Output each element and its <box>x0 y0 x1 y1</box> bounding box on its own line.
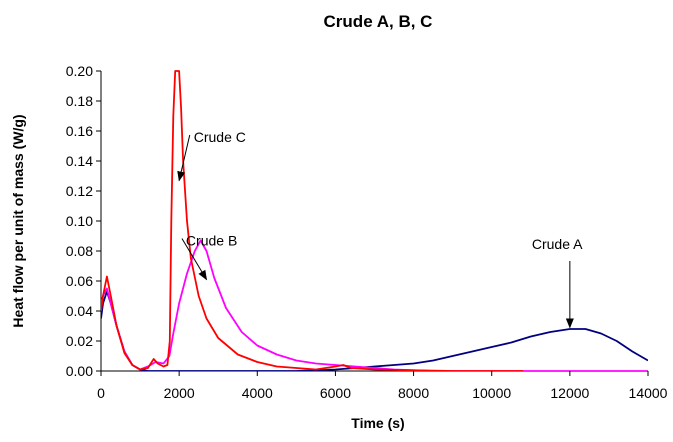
annotation-arrow-crude-c <box>177 134 191 182</box>
y-axis-label: Heat flow per unit of mass (W/g) <box>10 114 26 327</box>
plot-area: 0.00 0.02 0.04 0.06 0.08 0.10 0.12 0.14 0.16 0.18… <box>66 63 668 401</box>
y-tick-label: 0.06 <box>66 273 93 289</box>
x-tick-label: 0 <box>97 385 105 401</box>
series-line-crude-b <box>101 239 648 371</box>
y-tick-label: 0.20 <box>66 63 93 79</box>
x-axis-label: Time (s) <box>351 415 404 431</box>
series-line-crude-a <box>101 290 648 371</box>
x-tick-label: 8000 <box>398 385 429 401</box>
series-line-crude-c <box>101 70 523 371</box>
y-tick-label: 0.00 <box>66 363 93 379</box>
x-tick-label: 12000 <box>550 385 589 401</box>
y-tick-label: 0.14 <box>66 153 93 169</box>
y-tick-label: 0.16 <box>66 123 93 139</box>
annotation-crude-c: Crude C <box>194 129 246 145</box>
annotation-crude-b: Crude B <box>186 233 237 249</box>
x-tick-label: 2000 <box>164 385 195 401</box>
chart-title: Crude A, B, C <box>324 12 433 31</box>
annotation-arrow-crude-b <box>181 238 208 281</box>
y-tick-label: 0.18 <box>66 93 93 109</box>
x-tick-label: 10000 <box>472 385 511 401</box>
y-tick-label: 0.10 <box>66 213 93 229</box>
annotation-crude-a: Crude A <box>532 236 583 252</box>
y-tick-label: 0.12 <box>66 183 93 199</box>
x-tick-label: 14000 <box>629 385 668 401</box>
y-tick-label: 0.04 <box>66 303 93 319</box>
y-tick-label: 0.08 <box>66 243 93 259</box>
x-tick-label: 6000 <box>320 385 351 401</box>
y-tick-label: 0.02 <box>66 333 93 349</box>
x-tick-label: 4000 <box>242 385 273 401</box>
